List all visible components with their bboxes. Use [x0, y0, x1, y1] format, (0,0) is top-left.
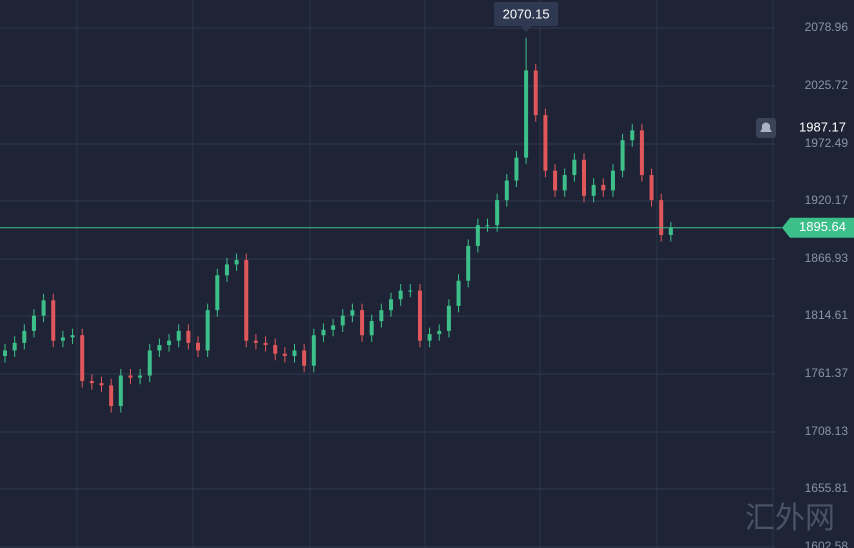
candle-body: [70, 335, 75, 338]
candle-body: [224, 264, 229, 276]
candle-body: [282, 353, 287, 356]
candle-body: [167, 340, 172, 346]
candle-body: [196, 342, 200, 351]
candle-body: [292, 350, 297, 356]
candle-body: [31, 315, 36, 331]
alert-bell: [760, 122, 772, 133]
candle-body: [379, 310, 384, 322]
alert-price-box: [780, 118, 854, 139]
candle-body: [51, 300, 56, 341]
candle-body: [620, 140, 625, 171]
y-tick-label: 1708.13: [805, 424, 849, 438]
candle-body: [446, 305, 451, 331]
candle-body: [427, 334, 432, 341]
candle-body: [41, 300, 46, 316]
candle-body: [398, 290, 403, 300]
candle-body: [273, 345, 278, 354]
candle-body: [215, 275, 220, 311]
y-tick-label: 1761.37: [805, 366, 849, 380]
grid: 1602.58 1655.81 1708.13 1761.37 1814.61 1866.…: [0, 20, 848, 548]
candle-body: [350, 310, 355, 316]
candle-body: [331, 325, 336, 330]
candle-body: [138, 375, 143, 378]
candle-body: [205, 310, 210, 351]
candle-body: [128, 375, 133, 378]
candle-body: [553, 170, 558, 191]
candle-body: [234, 260, 239, 265]
candle-body: [668, 227, 673, 235]
alert-price: 1987.17: [799, 119, 846, 134]
candle-body: [495, 200, 500, 226]
y-tick-label: 2025.72: [805, 78, 849, 92]
candle-body: [118, 375, 123, 407]
candle-body: [3, 350, 7, 356]
y-tick-label: 2078.96: [805, 20, 849, 34]
candle-body: [456, 280, 461, 306]
candle-body: [601, 184, 606, 191]
candle-body: [311, 335, 316, 366]
candle-body: [408, 290, 413, 292]
overlay: 2070.15 1895.64 1987.17: [0, 2, 854, 238]
candle-body: [360, 310, 365, 336]
candle-body: [639, 130, 644, 176]
candle-body: [417, 290, 422, 341]
candle-body: [533, 70, 538, 116]
watermark: 汇外网: [745, 501, 835, 536]
candle-body: [99, 383, 104, 386]
candle-body: [244, 260, 249, 341]
candle-body: [80, 335, 85, 381]
candle-body: [475, 225, 480, 246]
candle-body: [630, 130, 635, 141]
candle-body: [321, 329, 326, 336]
candle-body: [22, 330, 27, 343]
candle-body: [466, 245, 471, 281]
candle-body: [649, 175, 654, 201]
candle-body: [485, 225, 490, 227]
candle-body: [659, 200, 664, 235]
candle-body: [572, 159, 577, 176]
y-tick-label: 1920.17: [805, 193, 849, 207]
candle-body: [60, 337, 65, 341]
last-price-tag: [782, 217, 854, 238]
candle-body: [591, 184, 596, 196]
y-tick-label: 1972.49: [805, 136, 849, 150]
candle-body: [340, 315, 345, 326]
max-label: 2070.15: [503, 6, 550, 21]
y-tick-label: 1655.81: [805, 481, 849, 495]
candle-body: [610, 170, 615, 191]
candle-body: [186, 330, 191, 343]
max-label-pointer: [521, 26, 532, 32]
y-tick-label: 1602.58: [805, 539, 849, 548]
max-label-box: [494, 2, 559, 26]
candle-body: [514, 157, 519, 181]
y-tick-label: 1814.61: [805, 308, 849, 322]
y-tick-label: 1866.93: [805, 251, 849, 265]
vertical-grid: [76, 0, 774, 548]
candle-body: [12, 342, 17, 351]
candles: [3, 37, 673, 413]
candle-body: [562, 175, 567, 191]
candle-body: [389, 299, 393, 311]
candle-body: [176, 330, 181, 341]
candle-body: [582, 159, 586, 196]
candle-body: [543, 115, 548, 171]
last-price-label: 1895.64: [799, 219, 846, 234]
candle-body: [109, 385, 114, 407]
candle-body: [524, 70, 529, 158]
candle-body: [437, 330, 442, 335]
candle-body: [89, 380, 94, 384]
candle-body: [302, 350, 307, 366]
candle-body: [147, 350, 152, 376]
candle-body: [157, 345, 162, 351]
candle-body: [504, 180, 509, 201]
candle-body: [253, 340, 258, 343]
candle-body: [263, 342, 268, 346]
candle-body: [369, 321, 374, 336]
